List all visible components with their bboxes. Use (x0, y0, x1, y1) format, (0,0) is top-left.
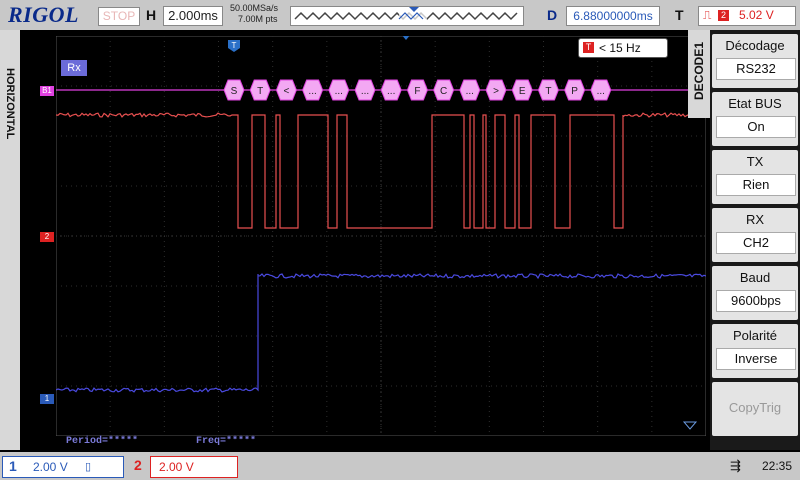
decoded-byte-label: ... (361, 86, 369, 97)
decoded-byte: T (537, 79, 559, 101)
trigger-frequency-indicator: T < 15 Hz (578, 38, 668, 58)
menu-title-label: DECODE1 (692, 42, 706, 101)
trigger-settings[interactable]: ⎍ 2 5.02 V (698, 6, 796, 26)
clock-time: 22:35 (762, 459, 793, 473)
dc-coupling-icon: ▯ (85, 461, 92, 473)
memory-window-bar[interactable] (290, 6, 524, 26)
rx-label: RX (745, 212, 765, 227)
rx-value[interactable]: CH2 (716, 232, 796, 254)
ch2-settings[interactable]: 2.00 V (150, 456, 238, 478)
decodage-value[interactable]: RS232 (716, 58, 796, 80)
copytrig-label: CopyTrig (728, 400, 782, 415)
polarite-label: Polarité (732, 328, 778, 343)
decoded-byte-label: ... (335, 86, 343, 97)
decoded-byte-label: < (283, 86, 289, 97)
period-measurement: Period=***** (66, 436, 139, 447)
decoded-byte-label: E (519, 86, 526, 97)
trigger-level: 5.02 V (739, 8, 774, 22)
ch1-scale: 2.00 V (33, 460, 68, 474)
delay-label: D (547, 7, 558, 23)
decoded-byte: < (275, 79, 297, 101)
top-status-bar: RIGOL STOP H 2.000ms 50.00MSa/s 7.00M pt… (0, 0, 800, 30)
decoded-byte: C (433, 79, 455, 101)
decoded-byte: ... (459, 79, 481, 101)
decoded-byte-label: ... (597, 86, 605, 97)
ch2-marker[interactable]: 2 (40, 232, 54, 242)
memory-overview-icon (294, 7, 518, 23)
menu-item-etat-bus[interactable]: Etat BUS On (712, 92, 798, 146)
ch1-marker[interactable]: 1 (40, 394, 54, 404)
ch2-number[interactable]: 2 (134, 457, 142, 473)
decoded-byte: E (511, 79, 533, 101)
trigger-position-marker (228, 40, 240, 52)
decoded-byte: ... (328, 79, 350, 101)
ch2-waveform (56, 112, 706, 229)
bus-label: Rx (61, 60, 87, 76)
decoded-byte: T (249, 79, 271, 101)
decoded-byte: F (406, 79, 428, 101)
freq-limit: < 15 Hz (599, 41, 641, 55)
decoded-byte: S (223, 79, 245, 101)
decoded-byte: ... (354, 79, 376, 101)
svg-text:T: T (232, 41, 237, 50)
ch1-waveform (56, 273, 706, 393)
decoded-byte-label: F (414, 86, 420, 97)
menu-item-rx[interactable]: RX ◀ CH2 (712, 208, 798, 262)
ch1-number: 1 (9, 458, 17, 474)
horizontal-label: H (146, 7, 157, 23)
decoded-byte: P (564, 79, 586, 101)
menu-item-baud[interactable]: Baud ◀ 9600bps (712, 266, 798, 320)
horizontal-tab-label: HORIZONTAL (4, 68, 16, 140)
baud-label: Baud (739, 270, 771, 285)
timebase-value[interactable]: 2.000ms (163, 6, 223, 26)
brand-logo: RIGOL (8, 2, 79, 27)
sample-rate: 50.00MSa/s (230, 3, 279, 13)
decoded-byte-label: P (571, 86, 578, 97)
scroll-indicator-icon (682, 421, 698, 430)
bottom-status-bar (0, 452, 800, 480)
etat-bus-value[interactable]: On (716, 116, 796, 138)
etat-bus-label: Etat BUS (728, 96, 782, 111)
menu-item-copytrig[interactable]: CopyTrig (712, 382, 798, 436)
run-state-indicator[interactable]: STOP (98, 7, 140, 26)
menu-item-polarite[interactable]: Polarité Inverse (712, 324, 798, 378)
decoded-byte: ... (380, 79, 402, 101)
tx-label: TX (746, 154, 764, 169)
ch2-scale: 2.00 V (159, 460, 194, 474)
memory-depth: 7.00M pts (238, 14, 278, 24)
decoded-byte-label: ... (466, 86, 474, 97)
menu-item-decodage[interactable]: Décodage ◀ RS232 (712, 34, 798, 88)
trigger-label: T (675, 7, 684, 23)
acquisition-info: 50.00MSa/s 7.00M pts (230, 3, 278, 25)
decoded-byte: > (485, 79, 507, 101)
decoded-byte-label: ... (308, 86, 316, 97)
decoded-byte-label: T (545, 86, 551, 97)
trigger-source-badge: 2 (718, 10, 729, 21)
decoded-byte-label: S (231, 86, 238, 97)
rising-edge-icon: ⎍ (703, 8, 712, 22)
decoded-byte: ... (302, 79, 324, 101)
center-marker (402, 36, 410, 40)
decode-menu-title: DECODE1 (688, 30, 710, 118)
decoded-byte-label: C (440, 86, 447, 97)
usb-icon: ⇶ (730, 458, 741, 473)
ch1-settings[interactable]: 1 2.00 V ▯ (2, 456, 124, 478)
decoded-byte-label: > (493, 86, 499, 97)
menu-item-tx[interactable]: TX ◀ Rien (712, 150, 798, 204)
tx-value[interactable]: Rien (716, 174, 796, 196)
horizontal-menu-tab[interactable]: HORIZONTAL (0, 30, 20, 450)
polarite-value[interactable]: Inverse (716, 348, 796, 370)
decoded-byte-label: T (257, 86, 263, 97)
frequency-measurement: Freq=***** (196, 436, 257, 447)
bus-marker[interactable]: B1 (40, 86, 54, 96)
trigger-icon: T (583, 42, 594, 53)
waveform-grid[interactable]: S T <............ F C... > E T P... T (56, 36, 706, 436)
decoded-byte: ... (590, 79, 612, 101)
delay-value[interactable]: 6.88000000ms (566, 6, 660, 26)
decodage-label: Décodage (725, 38, 785, 53)
decoded-byte-label: ... (387, 86, 395, 97)
baud-value[interactable]: 9600bps (716, 290, 796, 312)
